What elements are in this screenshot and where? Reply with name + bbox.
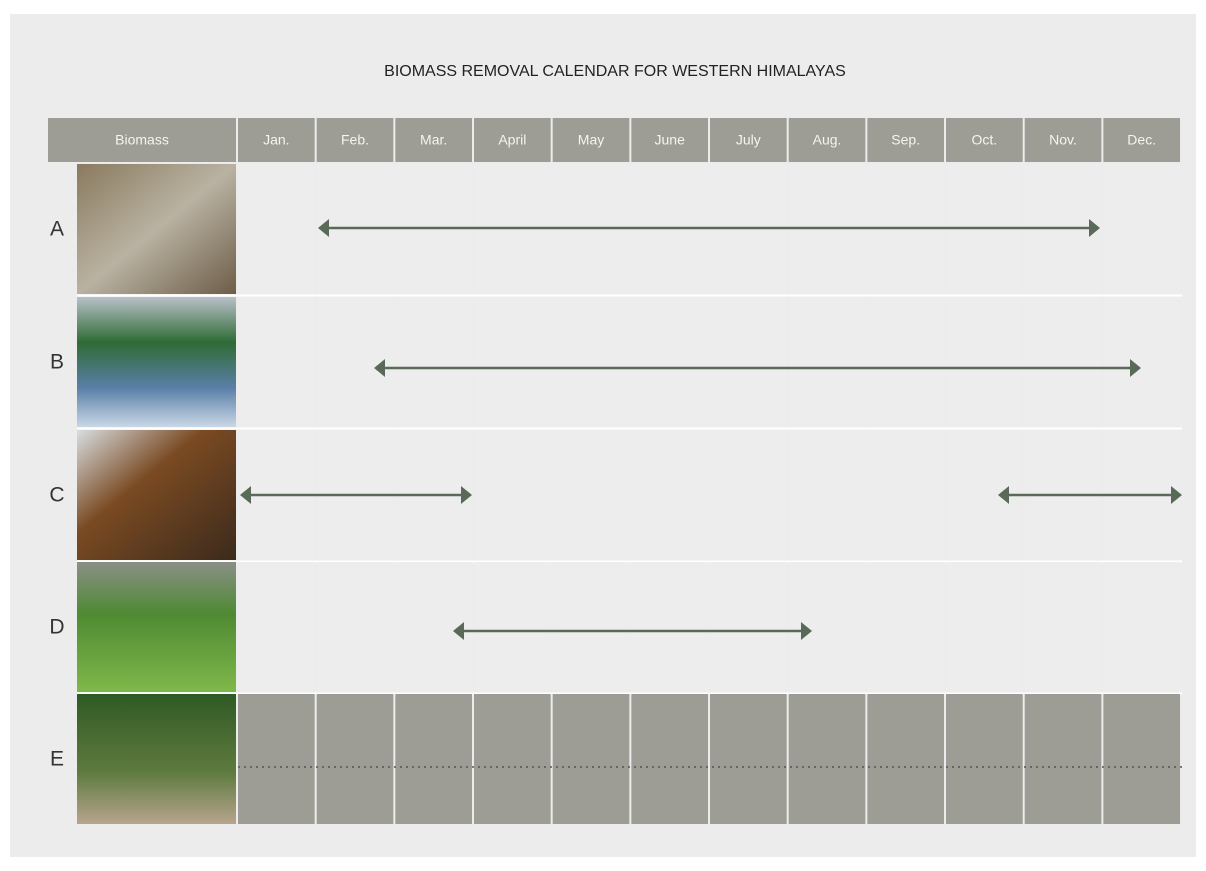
cell	[946, 562, 1023, 692]
month-label: Feb.	[341, 132, 369, 148]
cell	[788, 562, 866, 692]
arrow-head	[1171, 486, 1182, 504]
cell	[1103, 297, 1181, 427]
cell	[1103, 694, 1181, 824]
cell	[788, 297, 866, 427]
header-cell	[1103, 118, 1181, 162]
row-label: B	[50, 351, 64, 374]
arrow-head	[801, 622, 812, 640]
month-label: Nov.	[1049, 132, 1077, 148]
cell	[1024, 562, 1102, 692]
cell	[867, 562, 945, 692]
cell	[316, 694, 394, 824]
arrow-head	[1089, 219, 1100, 237]
row-label: E	[50, 748, 64, 771]
arrow-head	[374, 359, 385, 377]
month-label: Dec.	[1127, 132, 1156, 148]
header-cell	[867, 118, 945, 162]
cell	[238, 297, 315, 427]
photo	[77, 562, 236, 692]
photo	[77, 297, 236, 427]
month-label: Jan.	[263, 132, 289, 148]
cell	[867, 694, 945, 824]
cell	[395, 297, 473, 427]
cell	[710, 694, 787, 824]
arrow-head	[1130, 359, 1141, 377]
cell	[631, 297, 709, 427]
header-cell	[1024, 118, 1102, 162]
header-cell	[395, 118, 473, 162]
cell	[238, 562, 315, 692]
cell	[552, 297, 630, 427]
header-label: Biomass	[115, 132, 169, 148]
cell	[474, 430, 551, 560]
cell	[710, 297, 787, 427]
cell	[631, 694, 709, 824]
cell	[238, 694, 315, 824]
cell	[552, 694, 630, 824]
photo	[77, 430, 236, 560]
month-label: May	[578, 132, 604, 148]
month-label: June	[655, 132, 686, 148]
grid: Biomass Jan. Feb. Mar. April May June July Aug. S…	[48, 118, 1182, 824]
cell	[395, 694, 473, 824]
header-cell	[552, 118, 630, 162]
cell	[552, 430, 630, 560]
row-label: D	[49, 616, 64, 639]
cell	[788, 694, 866, 824]
header-cell	[316, 118, 394, 162]
cell	[552, 562, 630, 692]
header-cell	[48, 118, 236, 162]
cell	[316, 297, 394, 427]
header-cell	[946, 118, 1023, 162]
header-cell	[631, 118, 709, 162]
month-label: Sep.	[891, 132, 920, 148]
month-label: Mar.	[420, 132, 447, 148]
cell	[1103, 562, 1181, 692]
title: BIOMASS REMOVAL CALENDAR FOR WESTERN HIM…	[384, 63, 846, 80]
cell	[710, 562, 787, 692]
photo	[77, 164, 236, 294]
cell	[710, 430, 787, 560]
header-cell	[710, 118, 787, 162]
arrow-head	[318, 219, 329, 237]
arrow-head	[240, 486, 251, 504]
row-label: C	[49, 484, 64, 507]
cell	[946, 694, 1023, 824]
cell	[474, 562, 551, 692]
month-label: Aug.	[813, 132, 842, 148]
cell	[238, 164, 315, 294]
cell	[1024, 694, 1102, 824]
month-label: April	[498, 132, 526, 148]
arrow-head	[461, 486, 472, 504]
cell	[1103, 164, 1181, 294]
cell	[867, 430, 945, 560]
header-cell	[238, 118, 315, 162]
cell	[474, 297, 551, 427]
cell	[474, 694, 551, 824]
arrow-head	[998, 486, 1009, 504]
row-label: A	[50, 218, 64, 241]
header-cell	[788, 118, 866, 162]
header-cell	[474, 118, 551, 162]
cell	[946, 297, 1023, 427]
cell	[631, 562, 709, 692]
cell	[1024, 297, 1102, 427]
arrow-head	[453, 622, 464, 640]
cell	[788, 430, 866, 560]
month-label: July	[736, 132, 761, 148]
photo	[77, 694, 236, 824]
cell	[316, 562, 394, 692]
cell	[867, 297, 945, 427]
cell	[631, 430, 709, 560]
month-label: Oct.	[972, 132, 998, 148]
